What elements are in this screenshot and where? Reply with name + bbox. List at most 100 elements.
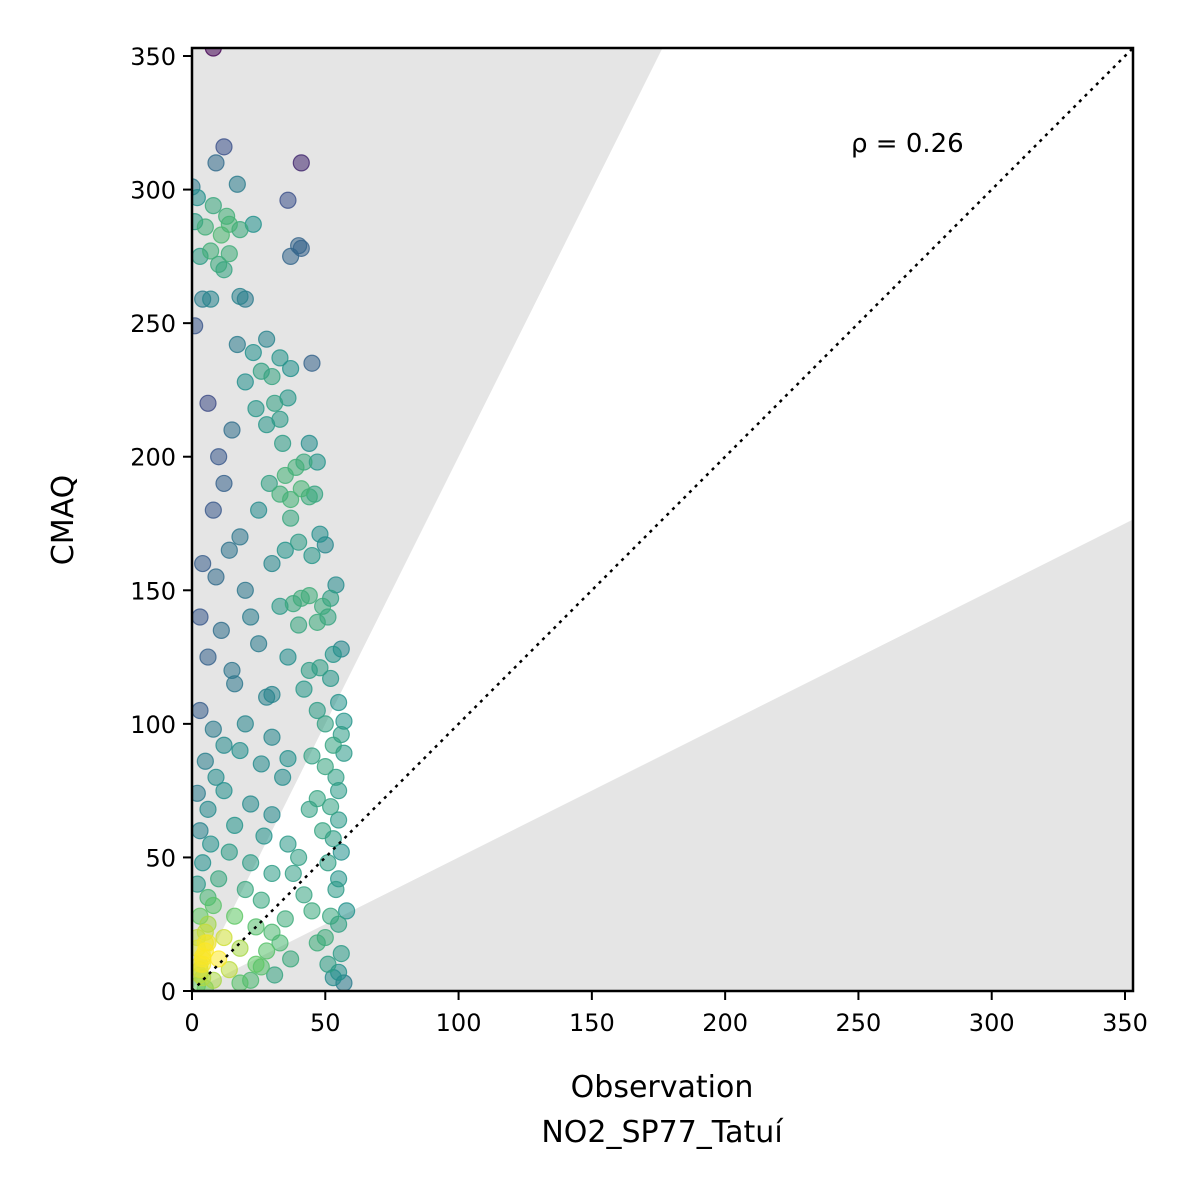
data-point <box>250 635 268 653</box>
data-point <box>242 795 260 813</box>
x-tick-label: 200 <box>702 1009 748 1037</box>
data-point <box>263 554 281 573</box>
data-point <box>324 645 342 664</box>
data-point <box>300 434 318 452</box>
data-point <box>192 875 206 893</box>
x-axis-sublabel: NO2_SP77_Tatuí <box>541 1115 784 1150</box>
data-point <box>303 546 321 565</box>
data-point <box>300 587 318 605</box>
data-point <box>242 854 260 872</box>
data-point <box>308 613 326 631</box>
data-point <box>338 902 356 920</box>
data-point <box>319 854 337 872</box>
data-point <box>228 175 246 193</box>
data-point <box>332 945 350 963</box>
data-point <box>215 474 233 493</box>
data-point <box>308 701 326 720</box>
data-point <box>192 189 206 207</box>
data-point <box>204 501 222 519</box>
data-point <box>199 394 217 412</box>
data-point <box>194 854 212 872</box>
data-point <box>279 648 297 666</box>
data-point <box>303 354 321 372</box>
data-point <box>202 290 220 308</box>
one-to-one-line <box>192 48 1133 991</box>
data-point <box>276 466 294 485</box>
data-point <box>311 659 329 677</box>
y-tick-label: 300 <box>130 177 176 205</box>
data-point <box>202 835 220 853</box>
x-tick-label: 250 <box>836 1009 882 1037</box>
data-point <box>252 755 270 773</box>
data-point <box>266 394 284 412</box>
data-point <box>274 768 292 786</box>
data-point <box>204 48 222 57</box>
data-point <box>231 939 249 957</box>
data-point <box>242 608 260 626</box>
data-point <box>226 907 244 925</box>
data-point <box>258 330 276 348</box>
data-point <box>215 736 233 754</box>
plot-area <box>192 48 1133 991</box>
x-axis: 0 50 100 150 200 250 300 350 <box>184 991 1148 1037</box>
data-point <box>204 197 222 215</box>
x-axis-label: Observation <box>571 1070 754 1105</box>
y-tick-label: 350 <box>130 43 176 71</box>
data-point <box>316 715 334 733</box>
data-point <box>263 864 281 883</box>
data-point <box>284 864 302 883</box>
data-point <box>210 255 228 273</box>
data-point <box>212 621 230 639</box>
data-point <box>226 675 244 693</box>
data-point <box>207 568 225 586</box>
data-point <box>279 749 297 768</box>
data-point <box>255 827 273 845</box>
correlation-annotation: ρ = 0.26 <box>851 129 964 159</box>
data-point <box>247 955 265 973</box>
data-point <box>330 693 348 712</box>
y-tick-label: 0 <box>161 978 176 1006</box>
data-point <box>196 218 214 236</box>
data-point <box>215 928 233 947</box>
data-point <box>260 474 278 493</box>
data-point <box>324 736 342 754</box>
data-point <box>220 245 238 263</box>
data-point <box>192 608 209 626</box>
data-point <box>263 367 281 386</box>
data-point <box>231 528 249 546</box>
data-point <box>196 942 214 960</box>
data-point <box>263 728 281 746</box>
data-point <box>319 955 337 973</box>
data-point <box>316 758 334 776</box>
data-point <box>263 806 281 824</box>
data-point <box>276 541 294 559</box>
data-point <box>204 896 222 915</box>
data-point <box>192 701 209 720</box>
data-point <box>220 541 238 559</box>
y-tick-label: 150 <box>130 577 176 605</box>
data-point <box>247 400 265 418</box>
data-point <box>282 359 300 378</box>
x-tick-label: 50 <box>310 1009 341 1037</box>
data-point <box>303 902 321 920</box>
data-point <box>292 154 310 172</box>
x-tick-label: 100 <box>436 1009 482 1037</box>
x-tick-label: 350 <box>1102 1009 1148 1037</box>
data-point <box>258 942 276 960</box>
data-point <box>266 966 284 984</box>
data-point <box>327 880 345 899</box>
data-point <box>311 525 329 543</box>
data-point <box>210 448 228 466</box>
data-point <box>263 685 281 704</box>
x-tick-label: 0 <box>184 1009 199 1037</box>
data-point <box>279 835 297 853</box>
data-point <box>314 597 332 615</box>
data-point <box>210 870 228 888</box>
data-point <box>236 373 254 391</box>
data-point <box>231 741 249 760</box>
data-point <box>236 715 254 733</box>
data-point <box>308 790 326 808</box>
data-point <box>192 317 204 335</box>
x-tick-label: 150 <box>569 1009 615 1037</box>
data-point <box>192 822 209 840</box>
